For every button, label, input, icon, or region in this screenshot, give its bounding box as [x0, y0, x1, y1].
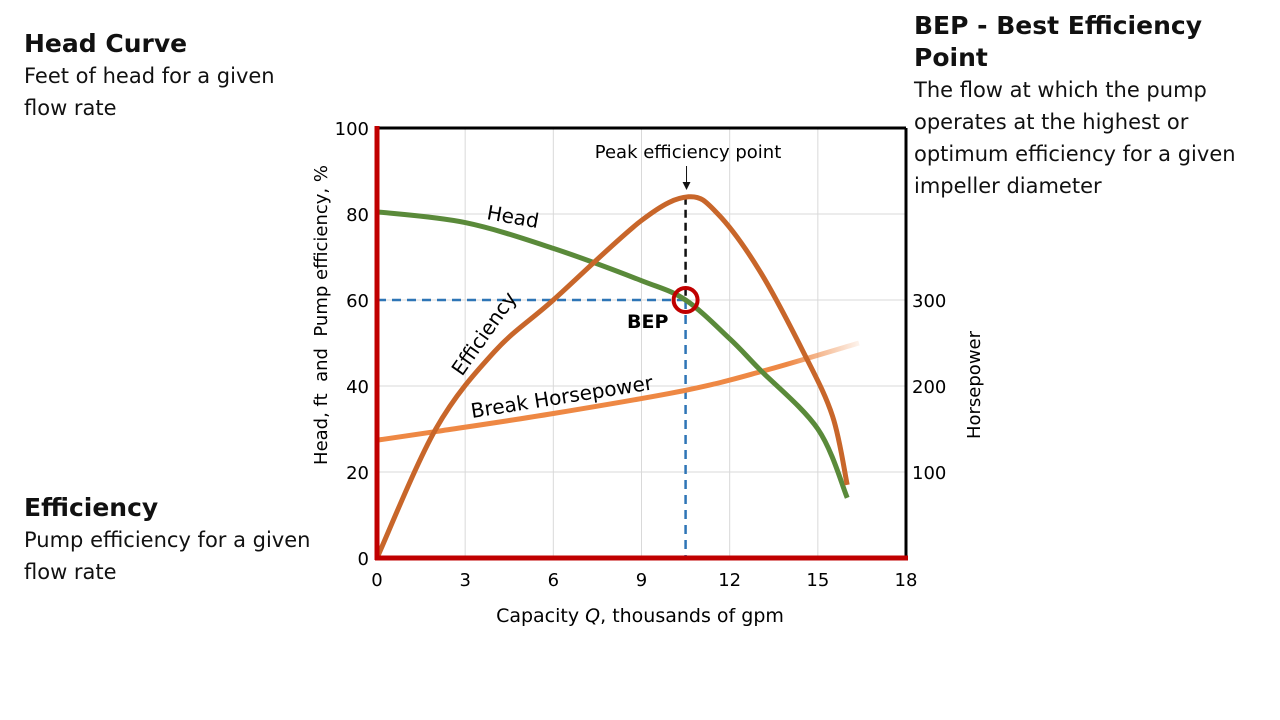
x-tick-label: 3: [459, 570, 470, 591]
bep-label: BEP: [627, 311, 668, 333]
x-tick-label: 9: [636, 570, 647, 591]
y-tick-label: 40: [346, 377, 369, 398]
x-tick-label: 6: [548, 570, 559, 591]
head-curve-text: Feet of head for a given flow rate: [24, 64, 275, 120]
y-tick-label: 100: [335, 119, 369, 140]
y2-axis-label: Horsepower: [964, 330, 985, 439]
bep-note: BEP - Best Efficiency Point The flow at …: [914, 10, 1274, 202]
efficiency-note: Efficiency Pump efficiency for a given f…: [24, 492, 334, 588]
y-tick-label: 0: [358, 549, 369, 570]
x-tick-label: 12: [718, 570, 741, 591]
head-curve: [376, 209, 850, 499]
x-tick-label: 18: [895, 570, 918, 591]
x-tick-label: 0: [371, 570, 382, 591]
x-tick-label: 15: [806, 570, 829, 591]
y2-tick-label: 300: [912, 291, 946, 312]
bep-text: The flow at which the pump operates at t…: [914, 78, 1236, 198]
head-curve-note: Head Curve Feet of head for a given flow…: [24, 28, 324, 124]
bep-title: BEP - Best Efficiency Point: [914, 11, 1203, 72]
y-axis-label: Head, ft and Pump efficiency, %: [311, 165, 332, 465]
y2-tick-label: 200: [912, 377, 946, 398]
y-tick-label: 20: [346, 463, 369, 484]
y-tick-label: 60: [346, 291, 369, 312]
bep-marker: [671, 286, 700, 314]
peak-efficiency-label: Peak efficiency point: [595, 142, 782, 163]
efficiency-curve: [374, 194, 850, 560]
horsepower-curve-label: Break Horsepower: [469, 370, 655, 423]
y2-tick-label: 100: [912, 463, 946, 484]
y-tick-label: 80: [346, 205, 369, 226]
head-curve-title: Head Curve: [24, 29, 188, 58]
efficiency-title: Efficiency: [24, 493, 159, 522]
x-axis-label: Capacity Q, thousands of gpm: [496, 605, 784, 627]
efficiency-text: Pump efficiency for a given flow rate: [24, 528, 311, 584]
